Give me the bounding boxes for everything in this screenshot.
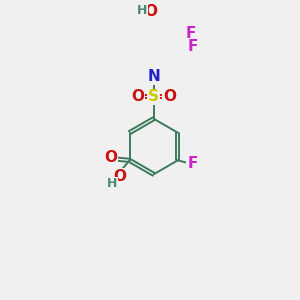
- Text: H: H: [107, 177, 117, 190]
- Text: F: F: [187, 156, 197, 171]
- Text: H: H: [137, 4, 147, 17]
- Text: F: F: [186, 26, 196, 41]
- Text: S: S: [148, 89, 159, 104]
- Text: O: O: [104, 150, 117, 165]
- Text: O: O: [163, 89, 176, 104]
- Text: N: N: [147, 69, 160, 84]
- Text: O: O: [144, 4, 157, 19]
- Text: N: N: [147, 69, 160, 84]
- Text: O: O: [113, 169, 126, 184]
- Text: F: F: [187, 39, 198, 54]
- Text: O: O: [131, 89, 144, 104]
